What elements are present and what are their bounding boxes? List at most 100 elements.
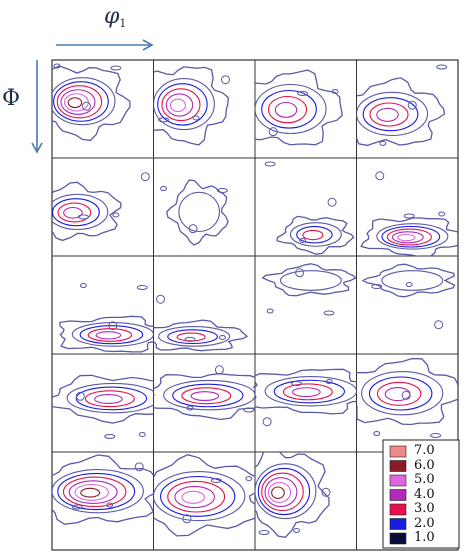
contour-ring [289, 222, 342, 247]
contour-island [371, 284, 383, 289]
contour-island [218, 334, 226, 340]
contour-ring [261, 472, 304, 512]
contour-island [407, 100, 417, 110]
section-r5-c1 [52, 454, 154, 525]
contour-ring [368, 376, 433, 411]
contour-island [184, 336, 196, 342]
section-r4-c3 [255, 368, 357, 427]
contour-ring [174, 485, 216, 509]
legend-swatch-1-0 [389, 532, 407, 545]
legend-label: 2.0 [414, 515, 435, 531]
phi1-subscript: 1 [119, 17, 127, 30]
contour-island [112, 212, 120, 218]
section-r2-c2 [160, 179, 229, 246]
contour-ring [271, 486, 285, 499]
contour-island [438, 211, 446, 217]
contour-level-outer [153, 66, 229, 146]
legend-label: 4.0 [414, 486, 435, 502]
contour-ring [397, 233, 416, 242]
contour-island [138, 431, 146, 437]
contour-level-outer [255, 452, 330, 538]
phi1-symbol: φ [104, 4, 120, 29]
contour-island [430, 432, 442, 438]
contour-ring [158, 326, 231, 347]
contour-island [160, 186, 168, 191]
contour-ring [161, 88, 201, 122]
contour-ring [356, 91, 429, 137]
contour-ring [52, 469, 144, 514]
contour-ring [361, 371, 444, 416]
section-r1-c4 [356, 64, 448, 147]
contour-island [436, 64, 448, 70]
section-r4-c2 [153, 365, 255, 421]
legend-swatch-6-0 [389, 460, 407, 472]
section-r3-c2 [153, 294, 249, 352]
contour-island [158, 117, 170, 123]
contour-island [220, 75, 230, 85]
contour-level-outer [255, 69, 344, 146]
section-r4-c4 [356, 357, 458, 438]
section-r3-c1 [59, 283, 154, 353]
contour-island [214, 365, 224, 375]
contour-island [373, 431, 381, 436]
contour-island [323, 310, 335, 316]
contour-island [106, 502, 114, 508]
section-r2-c1 [52, 172, 150, 242]
phi1-axis-label: φ1 [104, 4, 126, 30]
contour-island [81, 101, 91, 111]
contour-level-outer [52, 374, 154, 424]
legend-label: 6.0 [414, 457, 435, 473]
contour-island [297, 90, 309, 96]
contour-ring [267, 481, 292, 503]
contour-ring [376, 381, 422, 406]
contour-ring [384, 387, 411, 402]
legend-label: 7.0 [414, 443, 435, 458]
section-r1-c3 [255, 69, 344, 146]
contour-ring [362, 97, 419, 132]
contour-ring [274, 101, 298, 118]
contour-ring [176, 332, 206, 342]
contour-ring [94, 394, 123, 404]
contour-ring [71, 322, 154, 347]
contour-ring [66, 382, 154, 414]
contour-ring [167, 329, 218, 345]
contour-island [243, 407, 255, 413]
contour-ring [282, 383, 333, 401]
contour-level-outer [261, 263, 357, 297]
contour-level-outer [153, 373, 255, 421]
contour-ring [302, 229, 324, 241]
contour-ring [75, 386, 148, 411]
contour-ring [264, 375, 357, 407]
contour-island [325, 379, 333, 385]
contour-ring [169, 98, 186, 113]
contour-level-outer [356, 77, 446, 147]
contour-island [331, 88, 339, 94]
contour-sections [52, 63, 458, 538]
contour-ring [153, 78, 215, 131]
contour-ring [67, 97, 83, 109]
contour-level-outer [52, 65, 131, 142]
contour-ring [56, 85, 103, 119]
contour-ring [381, 225, 441, 248]
contour-ring [178, 191, 221, 233]
contour-ring [57, 202, 92, 223]
contour-island [266, 308, 274, 314]
contour-level-outer [153, 319, 249, 352]
section-r2-c3 [264, 161, 355, 255]
contour-island [182, 514, 192, 524]
contour-island [291, 381, 303, 387]
contour-island [77, 214, 89, 220]
contour-island [258, 529, 270, 535]
contour-ring [80, 487, 101, 498]
contour-island [299, 237, 307, 243]
contour-ring [52, 198, 100, 227]
contour-island [403, 213, 415, 219]
contour-level-outer [361, 263, 456, 298]
legend-swatch-3-0 [389, 503, 407, 516]
contour-island [321, 487, 331, 497]
contour-ring [153, 471, 246, 522]
contour-ring [376, 107, 399, 122]
contour-ring [273, 379, 345, 404]
contour-island [327, 197, 337, 207]
